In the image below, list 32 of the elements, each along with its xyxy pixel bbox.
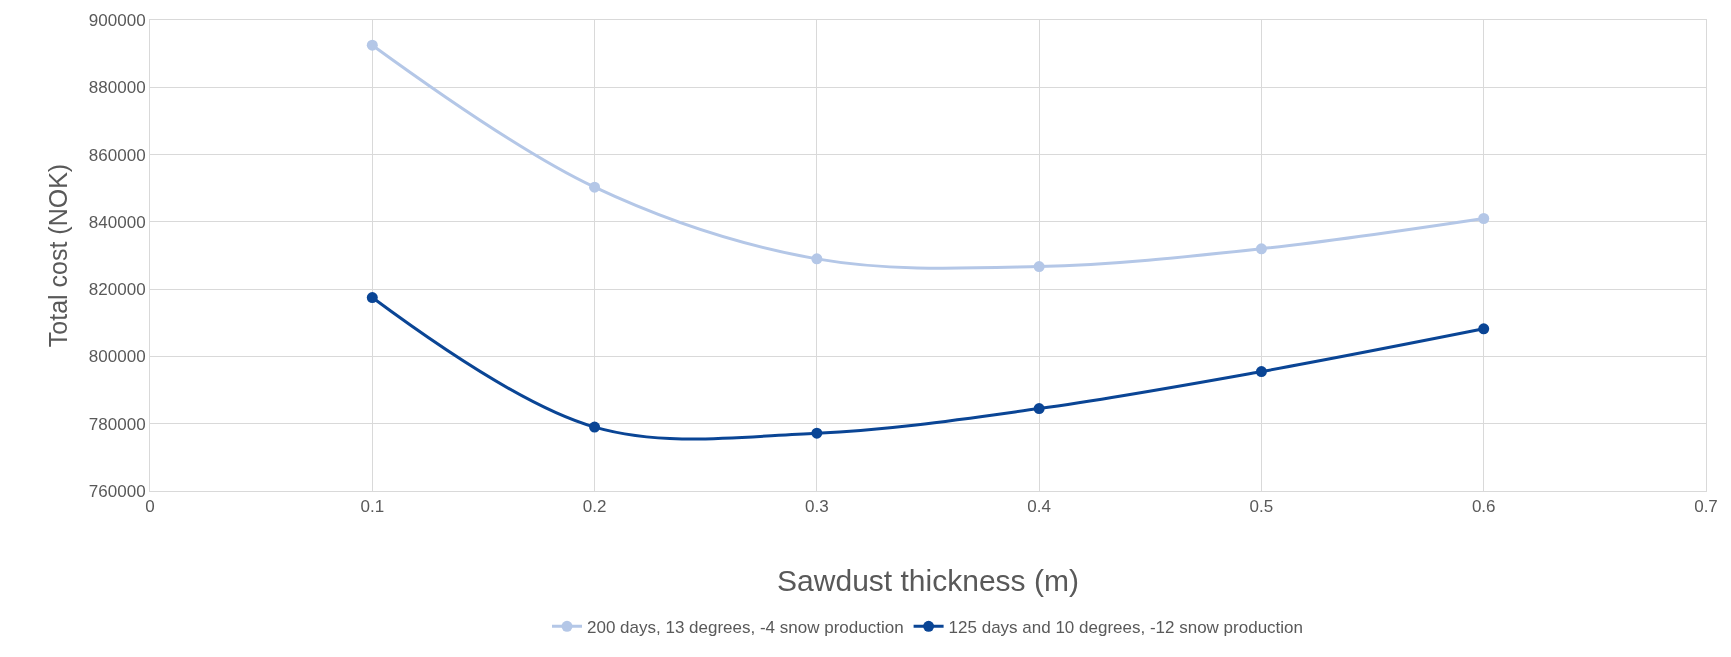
x-tick-label: 0.5	[1249, 497, 1274, 517]
y-tick-label: 880000	[88, 78, 146, 98]
point	[589, 181, 601, 193]
y-tick-label: 860000	[88, 145, 146, 165]
x-tick-label: 0	[145, 497, 155, 517]
x-tick-label: 0.6	[1471, 497, 1496, 517]
point	[1478, 212, 1490, 224]
point	[1478, 323, 1490, 335]
y-tick-label: 900000	[88, 10, 146, 30]
y-tick-label: 800000	[88, 347, 146, 367]
x-axis-title: Sawdust thickness (m)	[777, 564, 1079, 597]
x-tick-label: 0.1	[360, 497, 385, 517]
y-tick-label: 840000	[88, 212, 146, 232]
y-tick-label: 780000	[88, 414, 146, 434]
y-axis-title: Total cost (NOK)	[43, 163, 72, 348]
point	[366, 292, 378, 304]
point	[1033, 403, 1045, 415]
x-tick-label: 0.4	[1027, 497, 1051, 517]
point	[811, 427, 823, 439]
x-tick-label: 0.7	[1694, 497, 1718, 517]
point	[366, 39, 378, 51]
x-tick-label: 0.2	[582, 497, 607, 517]
legend-label: 200 days, 13 degrees, -4 snow production	[587, 617, 904, 637]
point	[589, 421, 601, 433]
x-tick-label: 0.3	[805, 497, 829, 517]
y-tick-label: 820000	[88, 280, 146, 300]
point	[1255, 243, 1267, 255]
point	[1255, 366, 1267, 378]
point	[1033, 261, 1045, 273]
legend-label: 125 days and 10 degrees, -12 snow production	[948, 617, 1304, 637]
y-tick-label: 760000	[88, 481, 146, 501]
point	[811, 253, 823, 265]
